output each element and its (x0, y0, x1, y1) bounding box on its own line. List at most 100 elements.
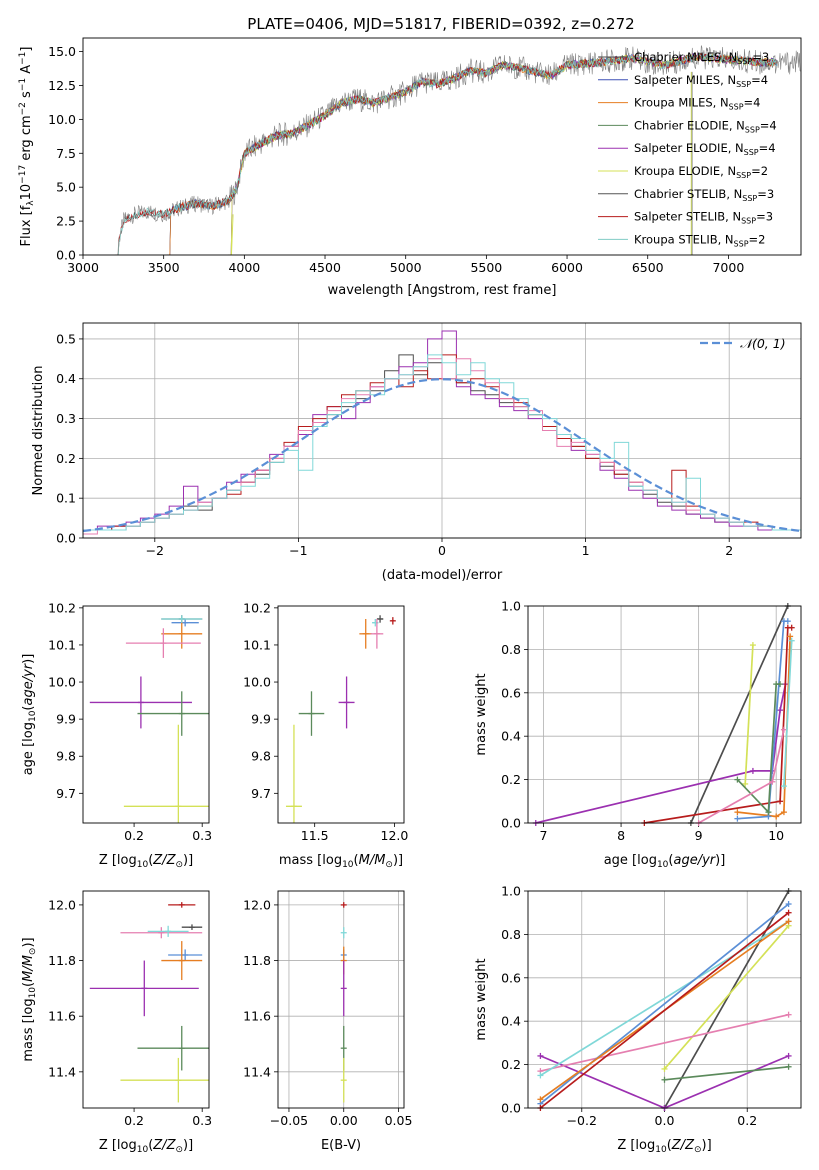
label-part: ( (148, 1138, 153, 1153)
data-point (161, 618, 203, 649)
data-point (161, 615, 203, 623)
spectrum-edge-line (230, 214, 234, 256)
y-tick-label: 0.2 (501, 1057, 521, 1072)
y-tick-label: 11.4 (243, 1064, 271, 1079)
x-tick-label: 4000 (228, 260, 260, 275)
x-tick-label: 9 (695, 828, 703, 843)
mass-vs-EBV-xlabel: E(B-V) (321, 1138, 361, 1153)
label-part: λ (26, 200, 36, 206)
y-tick-label: 0.2 (56, 451, 76, 466)
massweight-vs-age-axes: 7 8 9 10 0.0 0.2 0.4 0.6 0.8 1.0 (501, 599, 801, 843)
label-part: )] (21, 937, 36, 947)
y-tick-label: 10.0 (48, 112, 76, 127)
y-tick-label: 12.0 (243, 897, 271, 912)
mass-weight-line (690, 606, 789, 823)
histogram-step-line (83, 354, 801, 538)
mass-vs-Z-frame (82, 890, 210, 1109)
x-tick-label: −1 (289, 543, 307, 558)
label-part: 10 (137, 860, 149, 870)
label-part: ( (21, 982, 36, 987)
data-point (161, 941, 203, 981)
label-part: −1 (18, 52, 28, 65)
label-part: age/yr (21, 662, 36, 705)
label-part: 10 (137, 1145, 149, 1155)
data-point (168, 902, 196, 908)
x-tick-label: 0.2 (737, 1113, 757, 1128)
x-tick-label: 3000 (67, 260, 99, 275)
y-tick-label: 10.2 (48, 600, 76, 615)
label-part: ⊙ (385, 860, 393, 870)
data-point (389, 617, 396, 625)
mass-weight-line (539, 920, 790, 1077)
label-part: )] (183, 1138, 193, 1153)
mass-weight-line (540, 1013, 789, 1072)
x-tick-label: 8 (617, 828, 625, 843)
label-part: Z/Z (152, 853, 176, 868)
x-tick-label: 5500 (470, 260, 502, 275)
mass-weight-line (737, 636, 791, 818)
data-point (137, 691, 209, 736)
mass-weight-line (663, 891, 790, 1108)
mass-weight-line (664, 1065, 789, 1081)
x-tick-label: 3500 (148, 260, 180, 275)
data-point (137, 1025, 209, 1071)
massweight-vs-Z-ylabel: mass weight (474, 958, 489, 1040)
data-point (340, 927, 347, 939)
legend-label-sub: SSP (745, 125, 760, 134)
legend-label-suffix: =3 (752, 50, 769, 64)
y-tick-label: 10.1 (243, 637, 271, 652)
y-tick-label: 11.8 (243, 953, 271, 968)
y-tick-label: 10.0 (243, 675, 271, 690)
legend-label-main: Chabrier MILES, N (634, 50, 737, 64)
y-tick-label: 9.8 (251, 749, 271, 764)
y-tick-label: 0.0 (56, 531, 76, 546)
data-point (181, 924, 203, 930)
y-tick-label: 0.2 (501, 772, 521, 787)
data-point (285, 724, 302, 823)
legend-label-sub: SSP (744, 148, 759, 157)
y-tick-label: 10.1 (48, 637, 76, 652)
massweight-vs-age-frame (527, 605, 802, 824)
y-tick-label: 2.5 (56, 214, 76, 229)
legend-label-main: Kroupa ELODIE, N (634, 164, 736, 178)
label-part: Z [log (99, 1138, 137, 1153)
label-part: Z [log (617, 1138, 655, 1153)
label-part: 10 (28, 710, 38, 722)
data-point (340, 902, 347, 908)
label-part: ⊙ (694, 1145, 702, 1155)
legend-label-suffix: =3 (756, 210, 773, 224)
legend-label-suffix: =4 (744, 96, 761, 110)
y-tick-label: 9.9 (251, 712, 271, 727)
age-vs-mass-frame (277, 605, 405, 824)
legend-label-main: Chabrier ELODIE, N (634, 118, 745, 132)
massweight-vs-age-ylabel: mass weight (474, 673, 489, 755)
spectrum-axes: 3000 3500 4000 4500 5000 5500 6000 6500 7000 0.0 2… (48, 44, 744, 275)
x-tick-label: 1 (582, 543, 590, 558)
age-vs-mass-xlabel: mass [log10(M/M⊙)] (279, 853, 403, 870)
y-tick-label: 0.5 (56, 331, 76, 346)
y-tick-label: 0.3 (56, 411, 76, 426)
data-point (340, 1057, 347, 1103)
residuals-frame (82, 322, 802, 539)
label-part: Z [log (99, 853, 137, 868)
legend-label: Salpeter MILES, NSSP=4 (634, 73, 768, 89)
legend-label: Salpeter STELIB, NSSP=3 (634, 210, 773, 226)
figure-title: PLATE=0406, MJD=51817, FIBERID=0392, z=0… (247, 15, 634, 33)
label-part: Z/Z (671, 1138, 695, 1153)
label-part: ⊙ (28, 948, 38, 956)
x-tick-label: 0.3 (192, 828, 212, 843)
y-tick-label: 0.6 (501, 685, 521, 700)
label-part: M/M (359, 853, 386, 868)
label-part: 10 (28, 987, 38, 999)
data-point (120, 927, 203, 939)
spectrum-ylabel: Flux [fλ10−17 erg cm−2 s−1 A−1] (18, 47, 36, 247)
y-tick-label: 11.6 (48, 1009, 76, 1024)
y-tick-label: 12.0 (48, 897, 76, 912)
x-tick-label: 11.5 (301, 828, 329, 843)
label-part: ⊙ (175, 1145, 183, 1155)
label-part: s (19, 91, 34, 102)
mass-weight-line (535, 683, 787, 823)
y-tick-label: 0.0 (56, 248, 76, 263)
residuals-xlabel: (data-model)/error (382, 568, 503, 583)
